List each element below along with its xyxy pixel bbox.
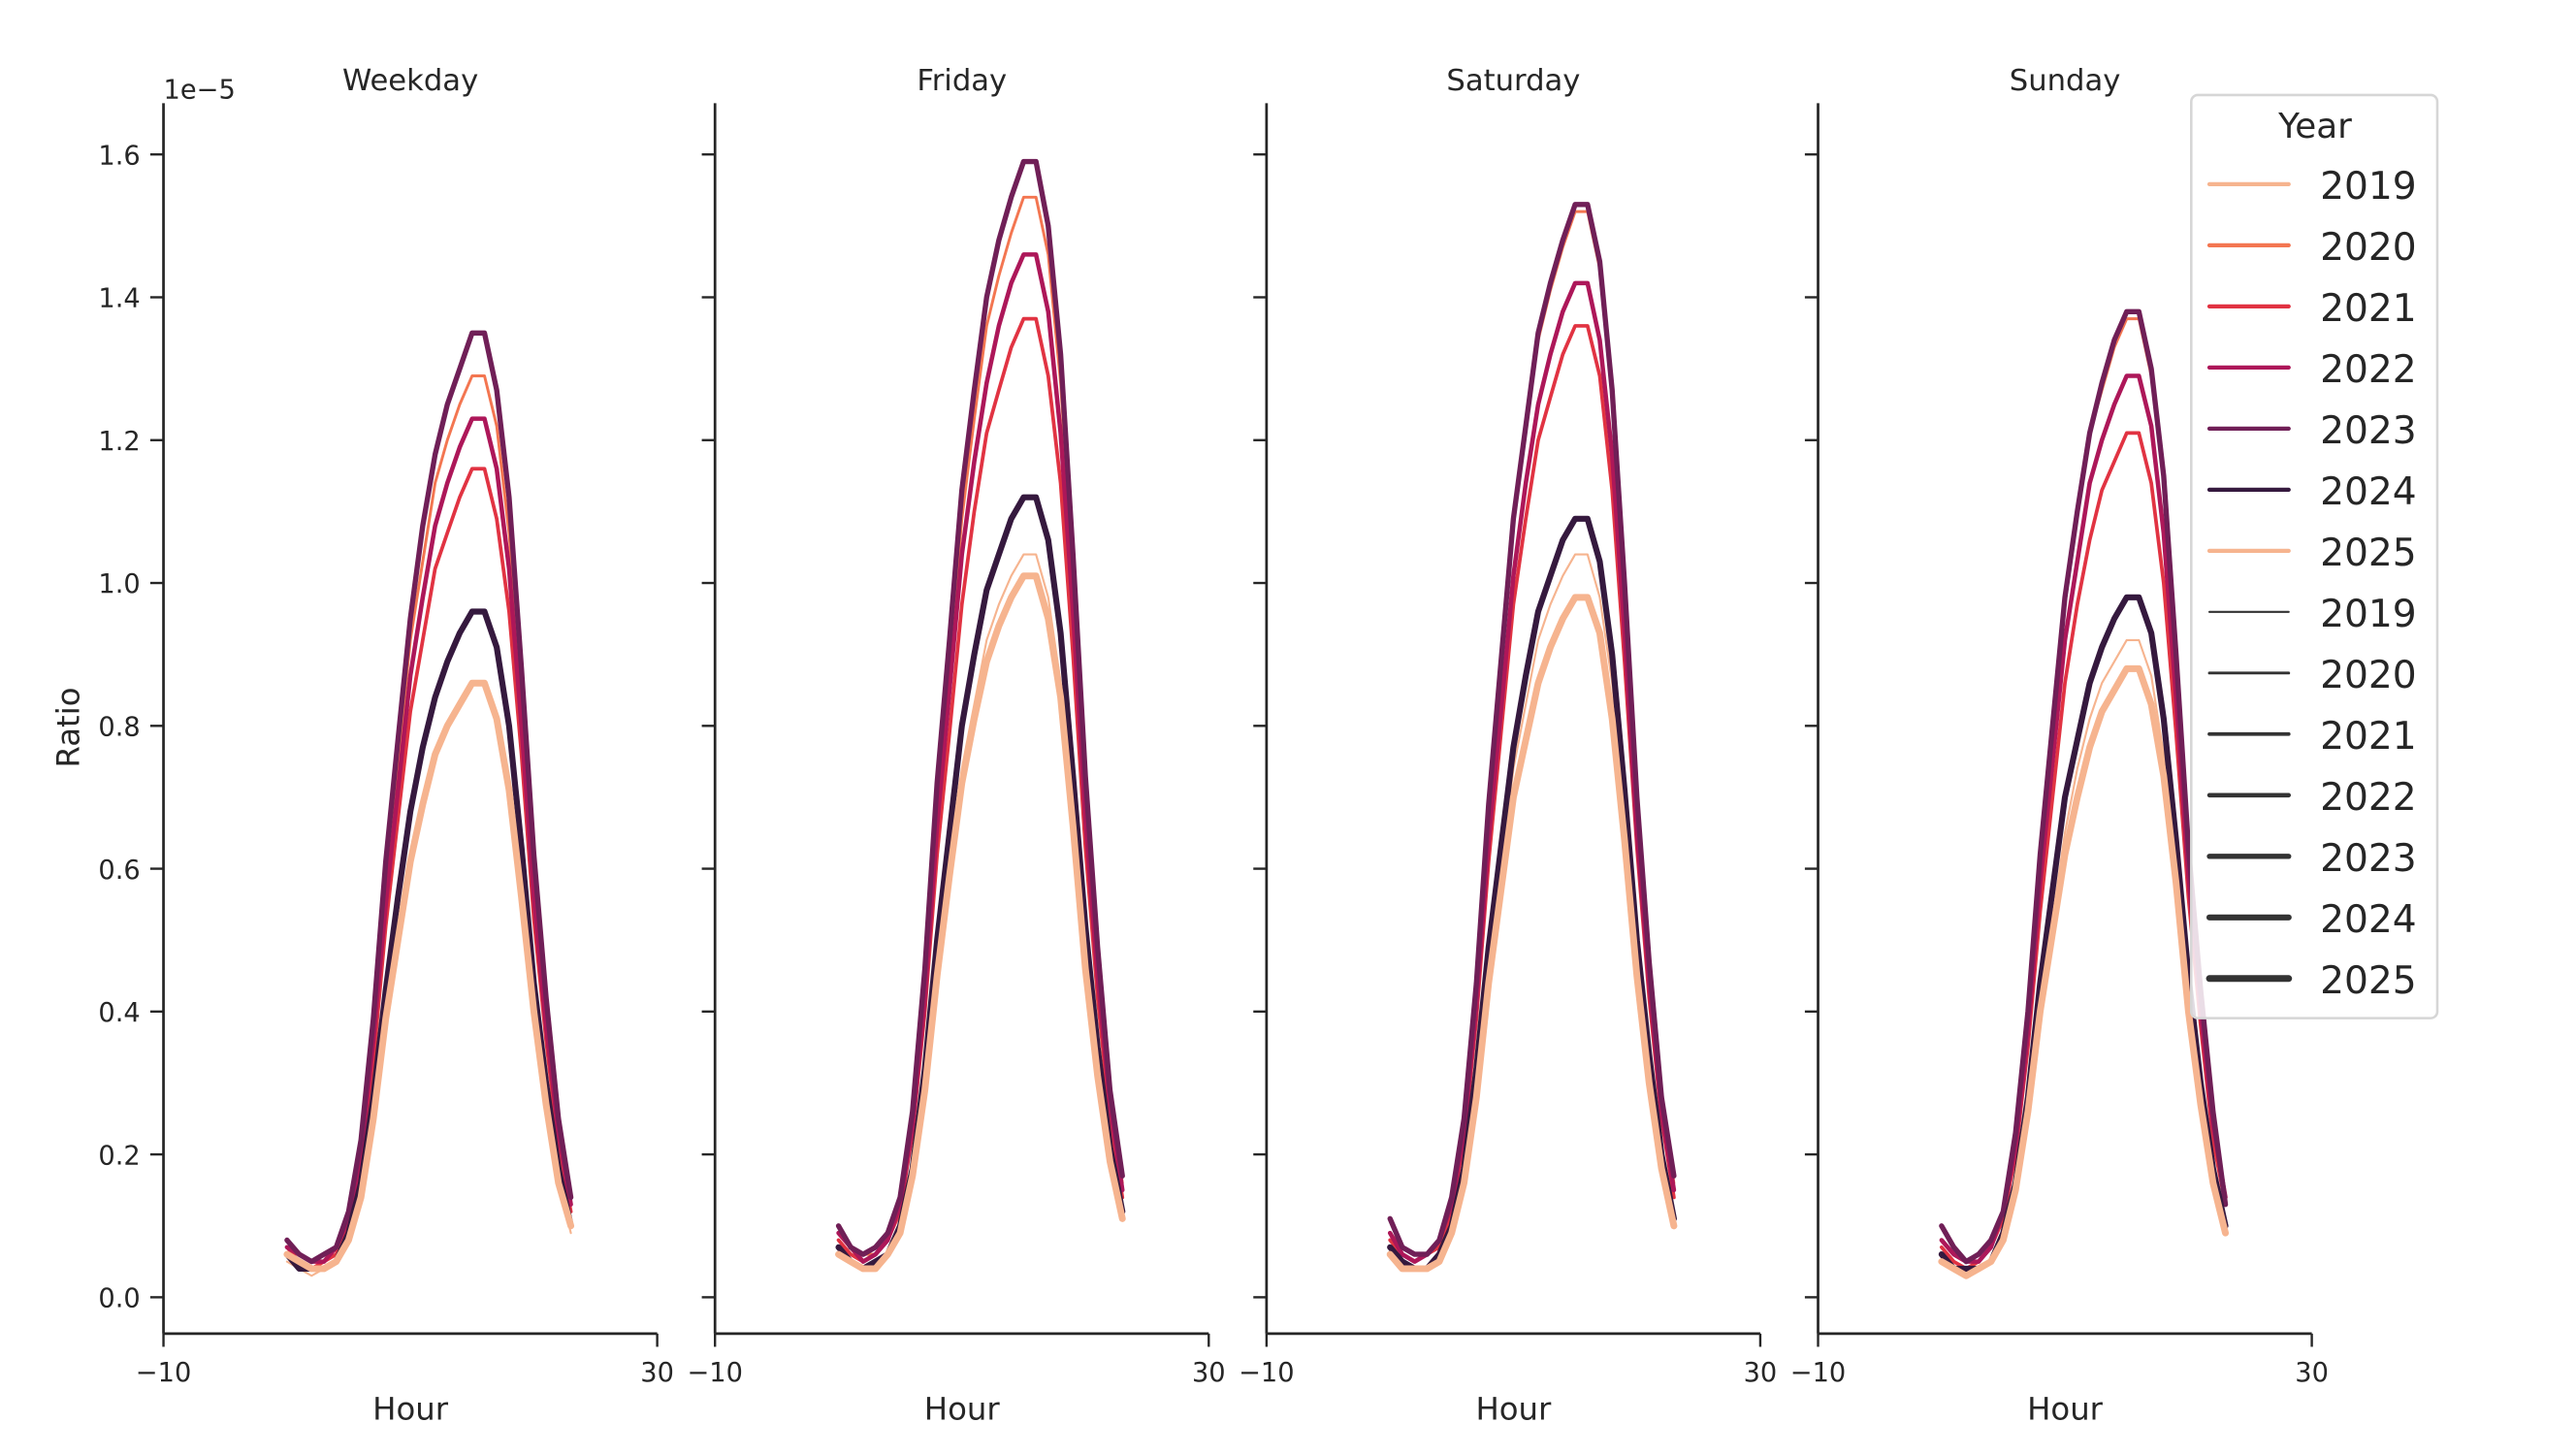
legend-label: 2024 xyxy=(2320,898,2417,942)
legend-label: 2020 xyxy=(2320,654,2417,697)
series-lines xyxy=(1386,202,1678,1273)
y-tick-label: 0.4 xyxy=(98,998,140,1028)
series-line-2021 xyxy=(285,467,573,1271)
panel-friday: Friday −10 30 Hour xyxy=(687,64,1225,1428)
legend-entry-size-2024: 2024 xyxy=(2206,898,2417,942)
series-lines xyxy=(283,330,575,1277)
series-line-2023 xyxy=(284,330,574,1265)
legend-entry-size-2025: 2025 xyxy=(2206,959,2417,1003)
legend: Year 2019 2020 2021 2022 2023 2024 2025 2019 2020… xyxy=(2190,93,2439,1019)
panel-title: Saturday xyxy=(1446,64,1580,98)
legend-frame xyxy=(2190,93,2439,1019)
legend-label: 2019 xyxy=(2320,593,2417,636)
panel-sunday: Sunday −10 30 Hour xyxy=(1790,64,2329,1428)
y-tick-label: 0.6 xyxy=(98,856,140,886)
panel-saturday: Saturday −10 30 Hour xyxy=(1239,64,1777,1428)
y-tick-label: 1.4 xyxy=(98,284,140,314)
series-line-2025 xyxy=(283,679,575,1273)
series-line-2025 xyxy=(1938,664,2230,1279)
legend-entry-hue-2021: 2021 xyxy=(2206,287,2417,331)
x-tick-label: −10 xyxy=(136,1358,191,1388)
series-line-2021 xyxy=(1388,324,1676,1264)
x-axis-label: Hour xyxy=(924,1390,1001,1427)
legend-entry-size-2022: 2022 xyxy=(2206,776,2417,820)
legend-entry-hue-2022: 2022 xyxy=(2206,348,2417,392)
panel-title: Weekday xyxy=(342,64,478,98)
legend-entry-hue-2019: 2019 xyxy=(2206,165,2417,209)
series-line-2025 xyxy=(1386,594,1678,1273)
y-tick-label: 0.2 xyxy=(98,1141,140,1171)
legend-entry-size-2023: 2023 xyxy=(2206,837,2417,881)
legend-label: 2022 xyxy=(2320,348,2417,392)
legend-label: 2024 xyxy=(2320,470,2417,514)
legend-label: 2025 xyxy=(2320,959,2417,1003)
series-line-2022 xyxy=(284,416,573,1264)
y-tick-label: 1.6 xyxy=(98,141,140,171)
legend-label: 2020 xyxy=(2320,226,2417,270)
y-tick-label: 0.8 xyxy=(98,713,140,743)
panel-weekday: Weekday 0.0 0.2 0.4 0.6 0.8 1.0 1.2 1.4 1.6 −10 30 H… xyxy=(98,64,674,1428)
panel-title: Sunday xyxy=(2010,64,2121,98)
legend-label: 2023 xyxy=(2320,837,2417,881)
series-line-2022 xyxy=(1939,373,2228,1264)
x-tick-label: 30 xyxy=(1192,1358,1226,1388)
x-axis-label: Hour xyxy=(1475,1390,1552,1427)
x-tick-label: −10 xyxy=(1239,1358,1294,1388)
series-line-2024 xyxy=(1387,515,1677,1273)
legend-entry-size-2019: 2019 xyxy=(2207,593,2417,636)
x-tick-label: 30 xyxy=(640,1358,674,1388)
series-line-2021 xyxy=(1940,431,2228,1271)
legend-label: 2023 xyxy=(2320,409,2417,453)
y-tick-label: 1.2 xyxy=(98,427,140,457)
legend-label: 2022 xyxy=(2320,776,2417,820)
x-tick-label: −10 xyxy=(687,1358,742,1388)
legend-entry-size-2021: 2021 xyxy=(2207,715,2417,759)
x-tick-label: −10 xyxy=(1790,1358,1846,1388)
legend-entry-hue-2020: 2020 xyxy=(2206,226,2417,270)
legend-entry-hue-2025: 2025 xyxy=(2206,532,2417,575)
series-lines xyxy=(1938,308,2230,1279)
legend-label: 2025 xyxy=(2320,532,2417,575)
legend-label: 2019 xyxy=(2320,165,2417,209)
y-tick-label: 1.0 xyxy=(98,569,140,599)
legend-label: 2021 xyxy=(2320,287,2417,331)
y-offset-label: 1e−5 xyxy=(164,75,236,105)
series-lines xyxy=(835,158,1126,1273)
series-line-2023 xyxy=(1939,308,2229,1265)
legend-title: Year xyxy=(2277,107,2352,146)
legend-entry-hue-2023: 2023 xyxy=(2206,409,2417,453)
x-axis-label: Hour xyxy=(372,1390,449,1427)
series-line-2022 xyxy=(1387,280,1677,1264)
x-axis-label: Hour xyxy=(2027,1390,2104,1427)
y-axis-label: Ratio xyxy=(50,688,87,768)
series-line-2022 xyxy=(836,252,1125,1264)
series-line-2023 xyxy=(835,158,1125,1257)
panel-title: Friday xyxy=(917,64,1007,98)
legend-entry-size-2020: 2020 xyxy=(2207,654,2417,697)
series-line-2021 xyxy=(836,316,1125,1264)
x-tick-label: 30 xyxy=(1744,1358,1778,1388)
legend-label: 2021 xyxy=(2320,715,2417,759)
series-line-2023 xyxy=(1387,202,1677,1257)
legend-entry-hue-2024: 2024 xyxy=(2206,470,2417,514)
x-tick-label: 30 xyxy=(2295,1358,2329,1388)
y-tick-label: 0.0 xyxy=(98,1284,140,1314)
series-line-2025 xyxy=(835,572,1126,1273)
